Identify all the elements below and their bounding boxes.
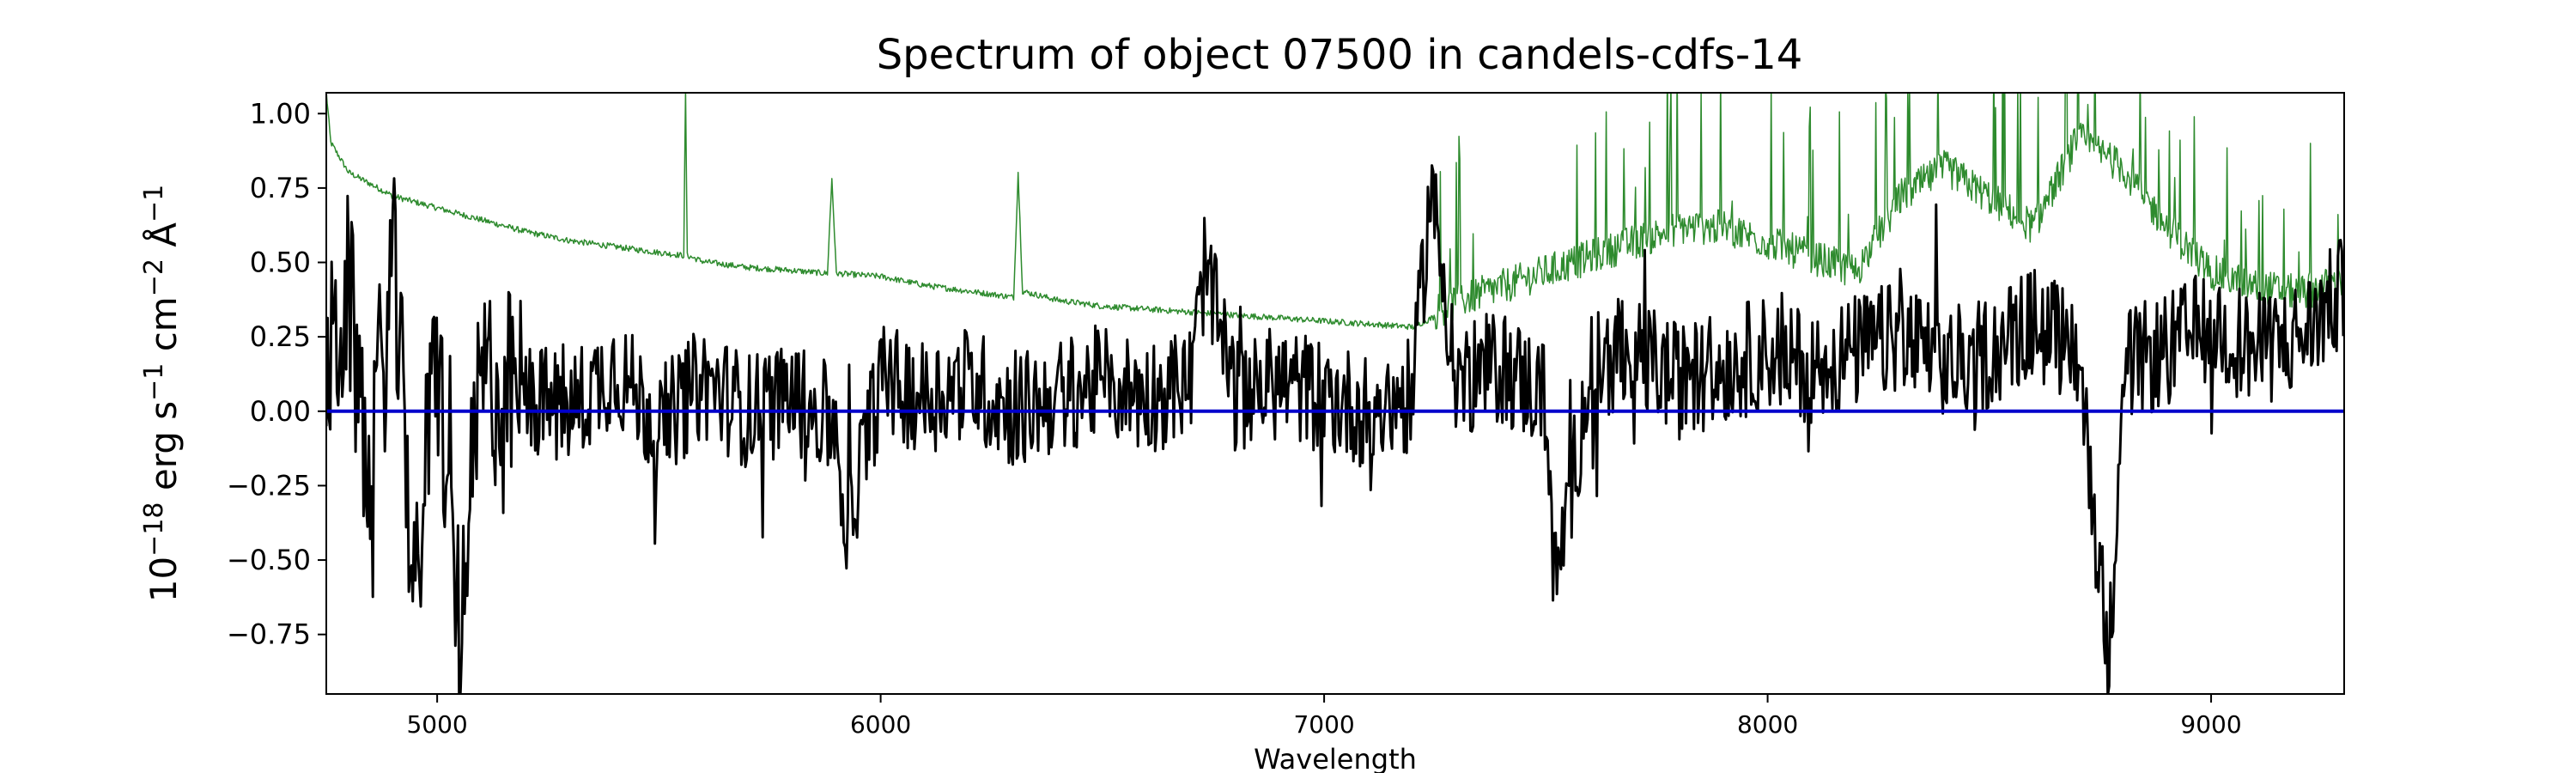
plot-frame — [325, 92, 2345, 695]
y-tick-label: −0.75 — [227, 618, 311, 651]
y-tick-label: 0.00 — [250, 395, 311, 428]
y-label-superscript: −18 — [139, 502, 169, 557]
y-label-superscript: −1 — [139, 185, 169, 222]
y-label-text-part: erg s — [143, 401, 185, 502]
x-axis-label: Wavelength — [1254, 743, 1417, 773]
y-tick-label: 0.75 — [250, 172, 311, 204]
y-tick-label: 1.00 — [250, 97, 311, 130]
y-label-text-part: cm — [143, 296, 185, 362]
y-axis-label-text: 10−18 erg s−1 cm−2 Å−1 — [139, 185, 185, 603]
spectrum-line — [326, 164, 2344, 694]
axis-ticks: 5000 6000 7000 8000 9000 −0.75 −0.50 −0.25 0.00 0… — [227, 97, 2242, 739]
y-label-text-part: 10 — [143, 557, 185, 602]
x-tick-label: 9000 — [2180, 710, 2241, 739]
y-label-text-part: Å — [142, 222, 185, 259]
x-tick-label: 6000 — [850, 710, 911, 739]
chart-title: Spectrum of object 07500 in candels-cdfs… — [877, 31, 1803, 79]
error-spectrum-line — [326, 93, 2344, 331]
y-axis-label: 10−18 erg s−1 cm−2 Å−1 — [139, 185, 185, 603]
y-tick-label: −0.50 — [227, 544, 311, 576]
plot-area — [326, 93, 2344, 694]
y-label-superscript: −2 — [139, 259, 169, 296]
y-tick-label: 0.25 — [250, 320, 311, 353]
y-tick-label: −0.25 — [227, 469, 311, 502]
x-tick-label: 7000 — [1293, 710, 1354, 739]
x-tick-label: 5000 — [406, 710, 467, 739]
x-tick-label: 8000 — [1737, 710, 1798, 739]
y-label-superscript: −1 — [139, 363, 169, 401]
y-tick-label: 0.50 — [250, 247, 311, 279]
